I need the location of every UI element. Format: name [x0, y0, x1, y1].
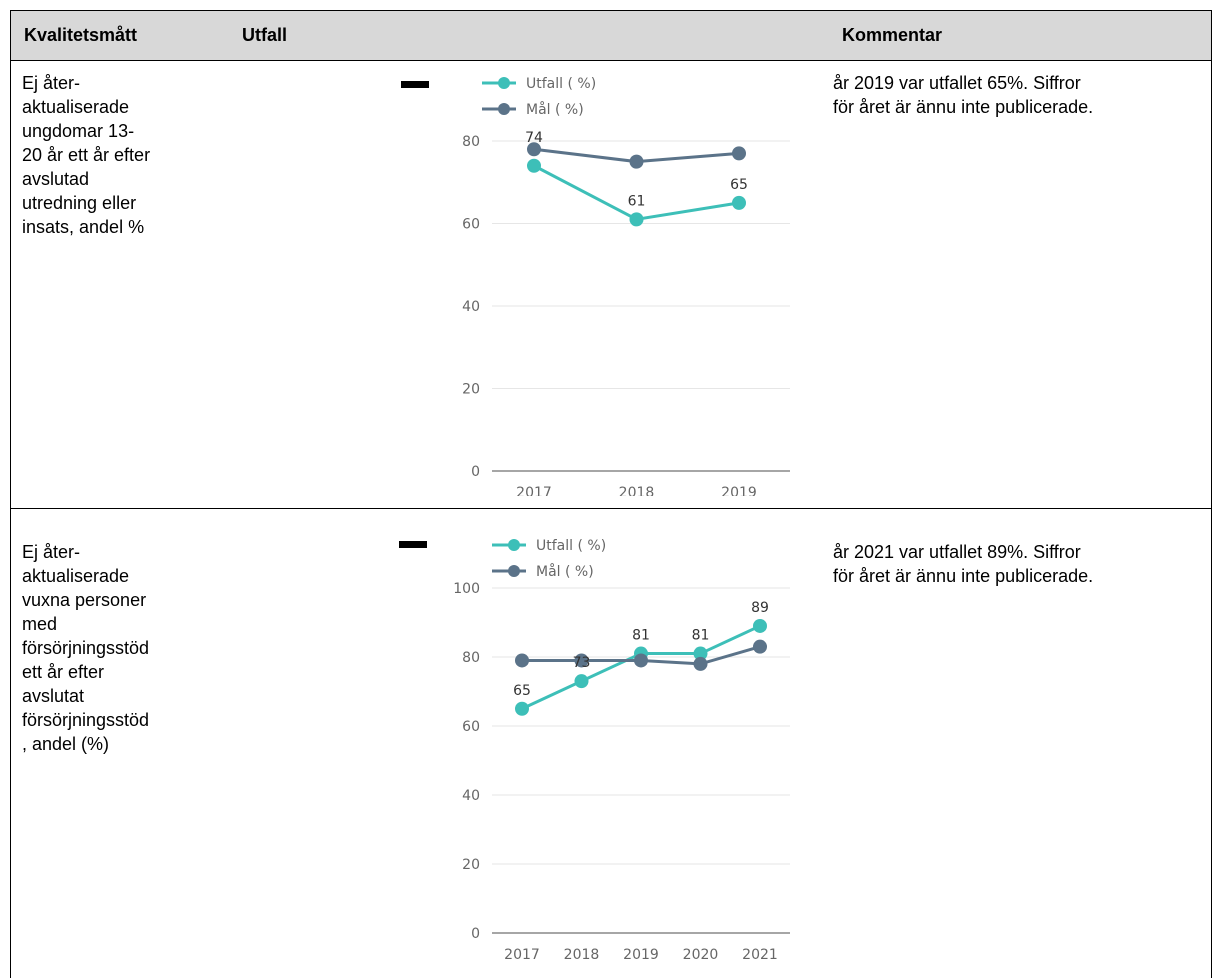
y-tick-label: 40 — [462, 788, 480, 804]
data-point — [527, 158, 541, 173]
x-tick-label: 2021 — [742, 947, 778, 963]
text-line: 20 år ett år efter — [22, 145, 151, 165]
x-tick-label: 2017 — [516, 485, 552, 496]
data-point — [753, 639, 767, 654]
header-kommentar: Kommentar — [842, 25, 943, 45]
table-border-left — [10, 10, 11, 978]
row2-measure: Ej åter- aktualiserade vuxna personer me… — [22, 540, 149, 756]
text-line: aktualiserade — [22, 566, 130, 586]
row2-comment: år 2021 var utfallet 89%. Siffror för år… — [833, 540, 1093, 588]
row1-comment: år 2019 var utfallet 65%. Siffror för år… — [833, 71, 1093, 119]
chart-utfall-ungdomar: Utfall ( %) Mål ( %) 0 20 40 60 80 2017 2018 2019… — [462, 76, 790, 496]
y-tick-label: 0 — [471, 464, 480, 480]
legend-marker — [508, 539, 520, 551]
legend-label: Utfall ( %) — [536, 538, 606, 554]
data-point — [574, 674, 589, 689]
data-point — [629, 154, 644, 169]
text-line: försörjningsstöd — [22, 710, 150, 730]
text-line: , andel (%) — [22, 734, 110, 754]
data-point — [634, 653, 648, 668]
legend-label: Mål ( %) — [536, 563, 594, 580]
text-line: avslutad — [22, 169, 90, 189]
data-point — [629, 212, 644, 227]
data-point — [693, 656, 708, 671]
data-label: 74 — [525, 130, 543, 146]
dash-icon — [399, 541, 427, 548]
table-header: Kvalitetsmått Utfall Kommentar — [10, 10, 1212, 61]
data-point — [527, 142, 541, 157]
y-tick-label: 60 — [462, 719, 480, 735]
data-point — [732, 146, 746, 161]
x-tick-label: 2019 — [721, 485, 757, 496]
text-line: ungdomar 13- — [22, 121, 135, 141]
dash-icon — [401, 81, 429, 88]
text-line: Ej åter- — [22, 542, 81, 562]
quality-table: Kvalitetsmått Utfall Kommentar Ej åter- … — [10, 10, 1212, 978]
chart-utfall-vuxna: Utfall ( %) Mål ( %) 0 20 40 60 80 100 2017 2018 2… — [453, 538, 790, 963]
y-tick-label: 20 — [462, 382, 480, 398]
header-kvalitetsmatt: Kvalitetsmått — [24, 25, 138, 45]
x-tick-label: 2017 — [504, 947, 540, 963]
x-tick-label: 2018 — [564, 947, 600, 963]
text-line: för året är ännu inte publicerade. — [833, 566, 1094, 586]
legend-marker — [498, 103, 510, 115]
text-line: försörjningsstöd — [22, 638, 150, 658]
row1-measure: Ej åter- aktualiserade ungdomar 13- 20 å… — [22, 71, 150, 239]
y-tick-label: 0 — [471, 926, 480, 942]
data-point — [753, 618, 767, 633]
data-point — [515, 653, 529, 668]
y-tick-label: 20 — [462, 857, 480, 873]
text-line: för året är ännu inte publicerade. — [833, 97, 1094, 117]
text-line: aktualiserade — [22, 97, 130, 117]
data-label: 61 — [628, 193, 646, 209]
y-tick-label: 60 — [462, 217, 480, 233]
text-line: avslutat — [22, 686, 85, 706]
data-point — [515, 701, 529, 716]
data-label: 89 — [751, 600, 769, 616]
data-label: 81 — [632, 628, 650, 644]
text-line: Ej åter- — [22, 73, 81, 93]
data-label: 65 — [513, 683, 531, 699]
x-tick-label: 2020 — [683, 947, 719, 963]
data-label: 65 — [730, 177, 748, 193]
text-line: år 2019 var utfallet 65%. Siffror — [833, 73, 1081, 93]
legend-marker — [508, 565, 520, 577]
text-line: ett år efter — [22, 662, 105, 682]
data-point — [732, 195, 746, 210]
y-tick-label: 80 — [462, 650, 480, 666]
text-line: år 2021 var utfallet 89%. Siffror — [833, 542, 1081, 562]
legend-marker — [498, 77, 510, 89]
x-tick-label: 2018 — [619, 485, 655, 496]
data-point — [574, 653, 589, 668]
text-line: utredning eller — [22, 193, 137, 213]
legend-label: Mål ( %) — [526, 101, 584, 118]
text-line: vuxna personer — [22, 590, 147, 610]
y-tick-label: 80 — [462, 134, 480, 150]
row-divider — [10, 508, 1212, 509]
y-tick-label: 40 — [462, 299, 480, 315]
legend-label: Utfall ( %) — [526, 76, 596, 92]
header-utfall: Utfall — [242, 25, 287, 45]
x-tick-label: 2019 — [623, 947, 659, 963]
text-line: med — [22, 614, 58, 634]
text-line: insats, andel % — [22, 217, 145, 237]
y-tick-label: 100 — [453, 581, 480, 597]
data-label: 81 — [692, 628, 710, 644]
data-point — [693, 646, 708, 661]
data-label: 73 — [573, 655, 591, 671]
